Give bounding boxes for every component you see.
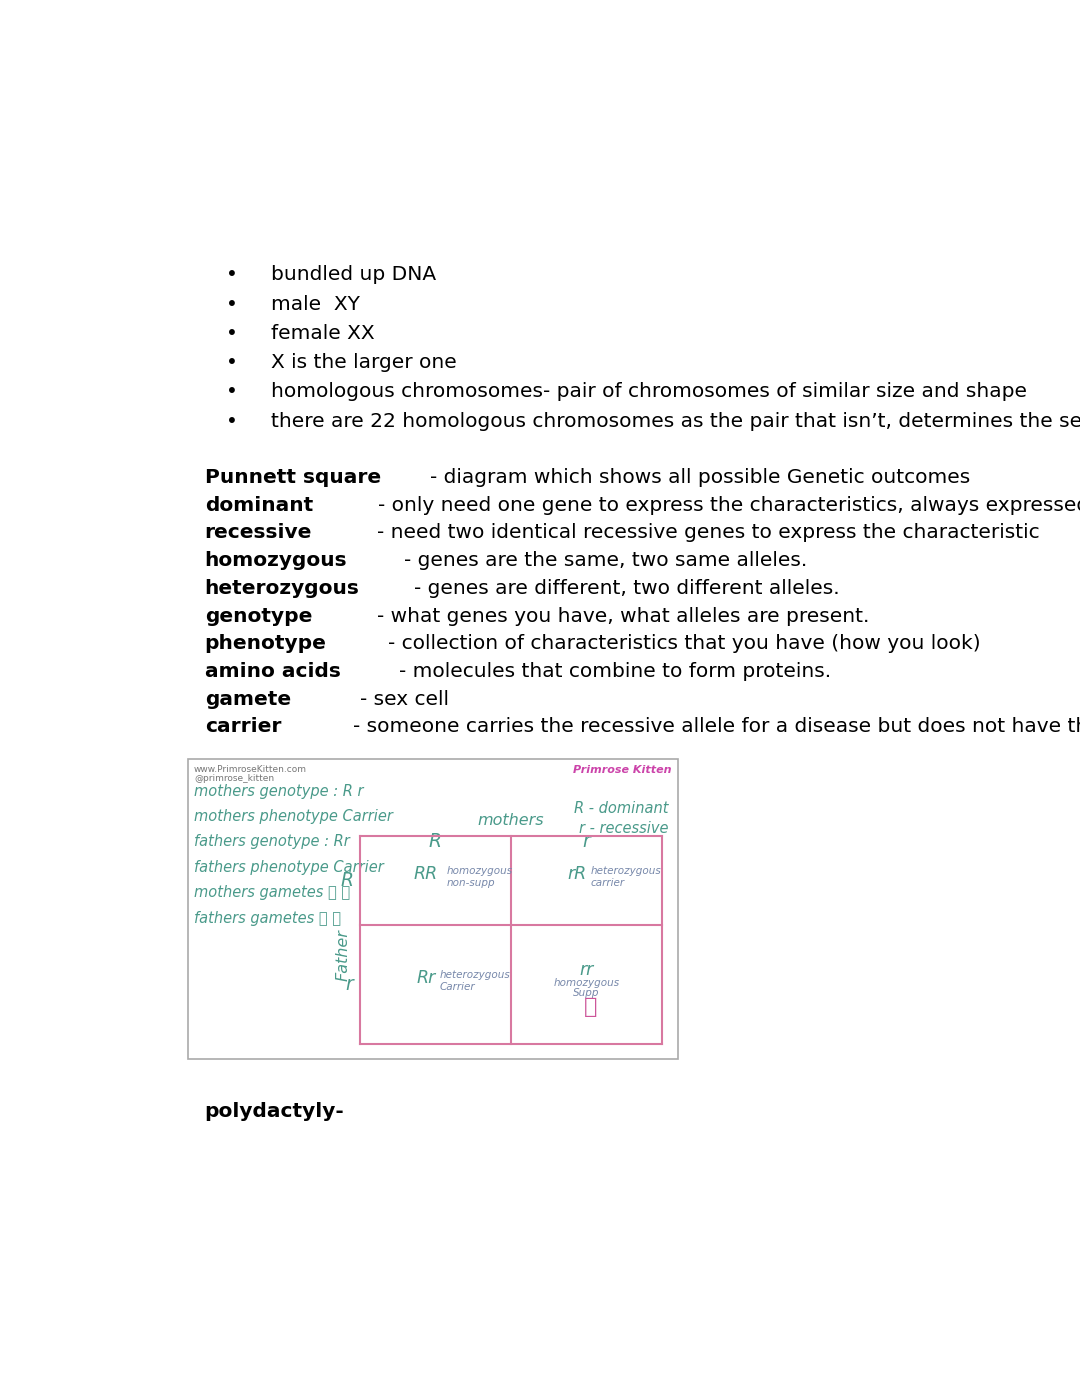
Text: recessive: recessive [205, 524, 312, 542]
Text: mothers phenotype Carrier: mothers phenotype Carrier [194, 809, 393, 824]
Text: - need two identical recessive genes to express the characteristic: - need two identical recessive genes to … [377, 524, 1040, 542]
Text: 🐾: 🐾 [583, 997, 597, 1017]
Text: dominant: dominant [205, 496, 313, 514]
Text: - diagram which shows all possible Genetic outcomes: - diagram which shows all possible Genet… [430, 468, 971, 488]
Text: carrier: carrier [205, 718, 281, 736]
Text: genotype: genotype [205, 606, 312, 626]
Text: there are 22 homologous chromosomes as the pair that isn’t, determines the sex: there are 22 homologous chromosomes as t… [271, 412, 1080, 430]
Text: non-supp: non-supp [447, 879, 496, 888]
Text: @primrose_kitten: @primrose_kitten [194, 774, 274, 784]
Text: - genes are different, two different alleles.: - genes are different, two different all… [414, 578, 839, 598]
Text: - sex cell: - sex cell [361, 690, 449, 708]
Text: R - dominant: R - dominant [573, 802, 669, 816]
Text: rr: rr [579, 961, 594, 979]
Text: amino acids: amino acids [205, 662, 340, 680]
Text: - molecules that combine to form proteins.: - molecules that combine to form protein… [399, 662, 832, 680]
Text: RR: RR [414, 865, 438, 883]
Text: polydactyly-: polydactyly- [205, 1102, 345, 1120]
Text: fathers phenotype Carrier: fathers phenotype Carrier [194, 861, 383, 875]
Text: R: R [340, 870, 353, 890]
Text: phenotype: phenotype [205, 634, 326, 654]
Text: •: • [227, 353, 239, 372]
Text: female XX: female XX [271, 324, 375, 342]
Text: •: • [227, 383, 239, 401]
Text: - genes are the same, two same alleles.: - genes are the same, two same alleles. [404, 550, 808, 570]
Text: bundled up DNA: bundled up DNA [271, 265, 435, 285]
Text: R: R [429, 833, 442, 851]
Text: fathers genotype : Rr: fathers genotype : Rr [194, 834, 350, 849]
Text: homozygous: homozygous [553, 978, 620, 988]
Text: homozygous: homozygous [205, 550, 348, 570]
Text: Father: Father [335, 929, 350, 981]
Text: gamete: gamete [205, 690, 291, 708]
Text: •: • [227, 265, 239, 285]
Text: heterozygous: heterozygous [591, 866, 661, 876]
Text: male  XY: male XY [271, 295, 360, 314]
Text: Rr: Rr [417, 970, 435, 988]
Text: www.PrimroseKitten.com: www.PrimroseKitten.com [194, 766, 307, 774]
Text: r - recessive: r - recessive [579, 820, 669, 835]
Text: r: r [582, 833, 591, 851]
Text: - what genes you have, what alleles are present.: - what genes you have, what alleles are … [377, 606, 869, 626]
Text: fathers gametes Ⓡ Ⓢ: fathers gametes Ⓡ Ⓢ [194, 911, 341, 926]
Text: - collection of characteristics that you have (how you look): - collection of characteristics that you… [388, 634, 981, 654]
Text: Supp: Supp [573, 989, 599, 999]
Text: •: • [227, 412, 239, 430]
Text: •: • [227, 295, 239, 314]
Text: Punnett square: Punnett square [205, 468, 381, 488]
Text: Carrier: Carrier [440, 982, 475, 992]
Text: carrier: carrier [591, 879, 624, 888]
Text: X is the larger one: X is the larger one [271, 353, 457, 372]
Text: rR: rR [567, 865, 586, 883]
Bar [188, 759, 677, 1059]
Text: mothers: mothers [477, 813, 544, 828]
Text: homologous chromosomes- pair of chromosomes of similar size and shape: homologous chromosomes- pair of chromoso… [271, 383, 1027, 401]
Text: Primrose Kitten: Primrose Kitten [572, 766, 672, 775]
Text: mothers genotype : R r: mothers genotype : R r [194, 784, 363, 799]
Text: homozygous: homozygous [447, 866, 513, 876]
Text: mothers gametes Ⓡ Ⓢ: mothers gametes Ⓡ Ⓢ [194, 886, 350, 900]
Text: heterozygous: heterozygous [440, 970, 510, 979]
Text: heterozygous: heterozygous [205, 578, 360, 598]
Text: - only need one gene to express the characteristics, always expressed: - only need one gene to express the char… [378, 496, 1080, 514]
Text: •: • [227, 324, 239, 342]
Text: - someone carries the recessive allele for a disease but does not have the disea: - someone carries the recessive allele f… [353, 718, 1080, 736]
Text: r: r [346, 975, 353, 993]
